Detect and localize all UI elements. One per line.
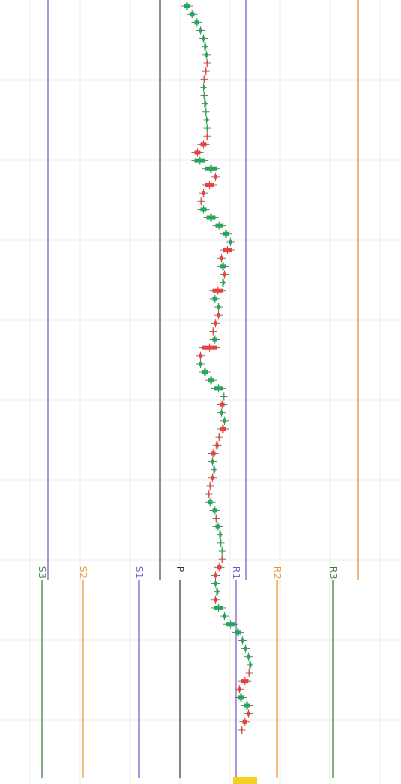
pivot-label-r2: R2 (271, 566, 282, 580)
pivot-label-s3: S3 (36, 566, 47, 579)
current-time-marker[interactable] (233, 777, 257, 784)
candle-body (220, 532, 222, 537)
candle-body (214, 467, 216, 472)
pivot-label-p: P (174, 566, 185, 573)
pivot-label-s1: S1 (133, 566, 144, 579)
pivot-label-r3: R3 (327, 566, 338, 580)
candle-body (205, 44, 207, 49)
candle-body (203, 85, 205, 90)
candle-body (223, 280, 225, 285)
candle-body (250, 662, 252, 667)
pivot-lines-lower (41, 580, 334, 778)
pivot-label-s2: S2 (77, 566, 88, 579)
candle-body (205, 101, 207, 106)
candle-body (217, 589, 219, 594)
candle-body (206, 117, 208, 122)
candles (181, 2, 253, 734)
pivot-label-r1: R1 (230, 566, 241, 580)
pivot-lines-upper (47, 0, 359, 580)
